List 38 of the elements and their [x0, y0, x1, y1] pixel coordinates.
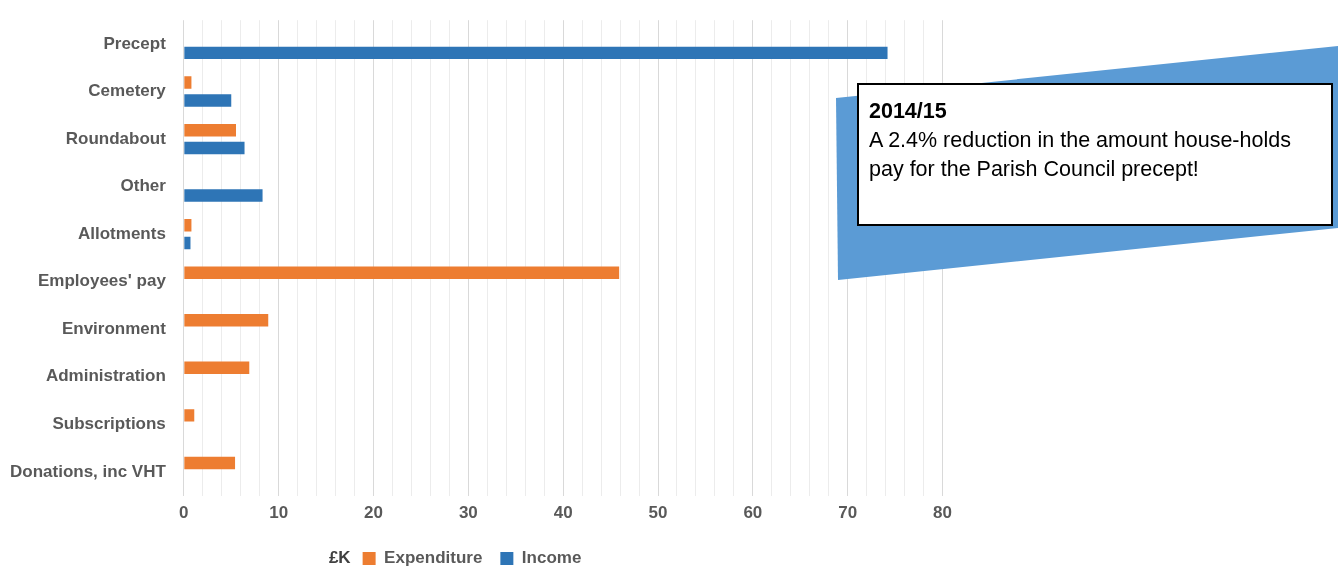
x-tick-label: 80 — [933, 503, 953, 523]
bar — [184, 76, 192, 89]
bar — [184, 266, 620, 279]
annotation: 2014/15 — [869, 98, 948, 125]
bar — [184, 46, 888, 60]
y-tick-label: Environment — [61, 318, 167, 338]
annotation: A 2.4% reduction in the amount house-holds pay for the Parish Council precept! — [869, 127, 1292, 183]
bar — [184, 218, 192, 232]
y-tick-label: Subscriptions — [52, 413, 166, 433]
bar — [184, 314, 269, 327]
bar — [184, 141, 245, 155]
bar — [184, 409, 195, 422]
bar — [184, 361, 250, 375]
bar — [184, 189, 263, 202]
bar — [184, 94, 232, 107]
y-tick-label: Other — [120, 176, 167, 196]
x-tick-label: 20 — [364, 503, 383, 523]
x-tick-label: 70 — [838, 503, 858, 523]
callout-box: 2014/15 A 2.4% reduction in the amount house-holds pay for the Parish Council precept! — [857, 83, 1333, 226]
x-tick-label: 60 — [743, 503, 763, 523]
legend-label: Income — [521, 548, 582, 568]
legend-label: Expenditure — [384, 548, 483, 568]
y-tick-label: Employees' pay — [38, 271, 167, 291]
legend-title: £K — [328, 548, 352, 568]
y-tick-label: Roundabout — [65, 128, 167, 148]
y-tick-label: Allotments — [78, 223, 166, 243]
x-tick-label: 10 — [269, 503, 289, 523]
x-tick-label: 30 — [458, 503, 478, 523]
x-tick-label: 0 — [179, 503, 189, 523]
y-tick-label: Cemetery — [88, 81, 167, 101]
bar — [184, 123, 236, 137]
x-tick-label: 40 — [553, 503, 573, 523]
bar — [184, 456, 236, 470]
y-tick-label: Administration — [45, 366, 166, 386]
y-tick-label: Precept — [103, 33, 167, 53]
bar — [184, 236, 191, 250]
x-tick-label: 50 — [648, 503, 668, 523]
y-tick-label: Donations, inc VHT — [10, 461, 167, 481]
